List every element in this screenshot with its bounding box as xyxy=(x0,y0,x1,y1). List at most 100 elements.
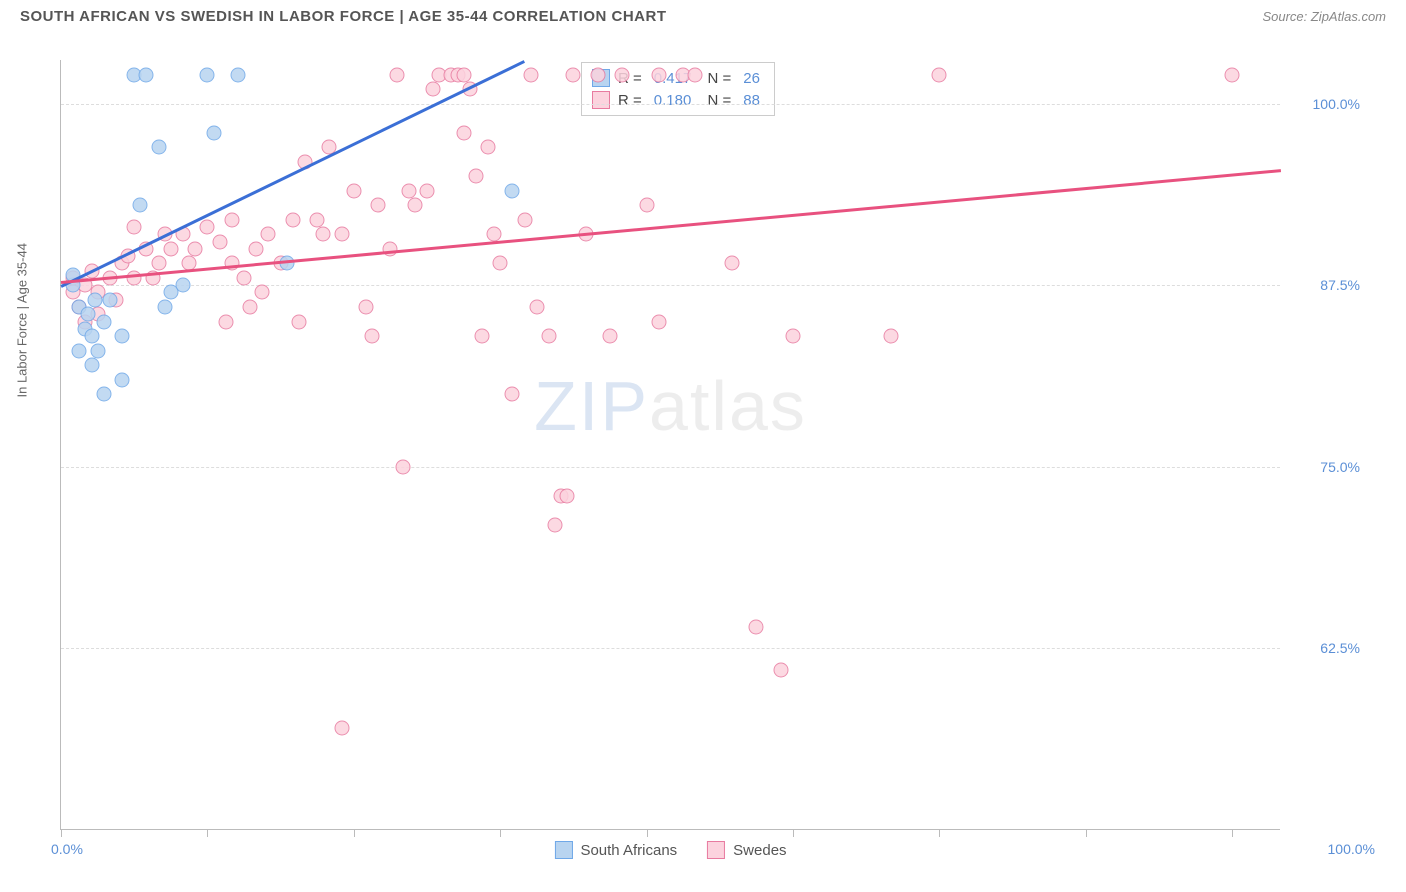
data-point xyxy=(688,67,703,82)
r-label: R = xyxy=(618,92,642,109)
data-point xyxy=(115,372,130,387)
data-point xyxy=(651,67,666,82)
data-point xyxy=(395,459,410,474)
data-point xyxy=(224,212,239,227)
data-point xyxy=(90,343,105,358)
n-value-sa: 26 xyxy=(743,70,760,87)
n-label: N = xyxy=(703,70,731,87)
data-point xyxy=(651,314,666,329)
data-point xyxy=(279,256,294,271)
plot-area: ZIPatlas R = 0.417 N = 26 R = 0.180 N = … xyxy=(60,60,1280,830)
legend-swatch-icon xyxy=(707,841,725,859)
data-point xyxy=(389,67,404,82)
chart-container: In Labor Force | Age 35-44 ZIPatlas R = … xyxy=(50,40,1370,860)
x-tick xyxy=(354,829,355,837)
legend-item-sw: Swedes xyxy=(707,841,786,859)
data-point xyxy=(426,82,441,97)
data-point xyxy=(590,67,605,82)
x-tick xyxy=(500,829,501,837)
data-point xyxy=(725,256,740,271)
x-tick xyxy=(647,829,648,837)
data-point xyxy=(542,329,557,344)
data-point xyxy=(932,67,947,82)
data-point xyxy=(493,256,508,271)
data-point xyxy=(487,227,502,242)
data-point xyxy=(560,488,575,503)
trend-line xyxy=(60,60,525,287)
legend-item-sa: South Africans xyxy=(554,841,677,859)
data-point xyxy=(127,220,142,235)
data-point xyxy=(407,198,422,213)
data-point xyxy=(603,329,618,344)
data-point xyxy=(334,227,349,242)
data-point xyxy=(224,256,239,271)
x-axis-label-max: 100.0% xyxy=(1328,841,1375,857)
data-point xyxy=(615,67,630,82)
data-point xyxy=(474,329,489,344)
data-point xyxy=(505,183,520,198)
n-value-sw: 88 xyxy=(743,92,760,109)
data-point xyxy=(566,67,581,82)
data-point xyxy=(773,663,788,678)
data-point xyxy=(291,314,306,329)
data-point xyxy=(285,212,300,227)
data-point xyxy=(420,183,435,198)
data-point xyxy=(883,329,898,344)
data-point xyxy=(133,198,148,213)
data-point xyxy=(230,67,245,82)
data-point xyxy=(255,285,270,300)
x-tick xyxy=(939,829,940,837)
data-point xyxy=(96,387,111,402)
source-attribution: Source: ZipAtlas.com xyxy=(1262,9,1386,24)
data-point xyxy=(786,329,801,344)
data-point xyxy=(237,270,252,285)
data-point xyxy=(505,387,520,402)
data-point xyxy=(529,299,544,314)
watermark: ZIPatlas xyxy=(534,366,807,446)
x-tick xyxy=(793,829,794,837)
data-point xyxy=(188,241,203,256)
gridline xyxy=(61,467,1280,468)
data-point xyxy=(84,329,99,344)
data-point xyxy=(523,67,538,82)
data-point xyxy=(80,307,95,322)
data-point xyxy=(200,67,215,82)
data-point xyxy=(1225,67,1240,82)
data-point xyxy=(96,314,111,329)
data-point xyxy=(88,292,103,307)
data-point xyxy=(127,270,142,285)
data-point xyxy=(261,227,276,242)
y-tick-label: 87.5% xyxy=(1320,277,1360,293)
watermark-atlas: atlas xyxy=(649,367,807,445)
data-point xyxy=(200,220,215,235)
data-point xyxy=(468,169,483,184)
data-point xyxy=(365,329,380,344)
data-point xyxy=(163,241,178,256)
data-point xyxy=(316,227,331,242)
data-point xyxy=(517,212,532,227)
data-point xyxy=(548,517,563,532)
data-point xyxy=(176,278,191,293)
data-point xyxy=(72,343,87,358)
data-point xyxy=(157,299,172,314)
data-point xyxy=(456,125,471,140)
data-point xyxy=(212,234,227,249)
data-point xyxy=(151,140,166,155)
data-point xyxy=(84,358,99,373)
y-tick-label: 75.0% xyxy=(1320,459,1360,475)
x-tick xyxy=(1232,829,1233,837)
x-tick xyxy=(207,829,208,837)
data-point xyxy=(139,67,154,82)
y-axis-title: In Labor Force | Age 35-44 xyxy=(15,243,30,397)
data-point xyxy=(115,329,130,344)
data-point xyxy=(749,619,764,634)
legend-label-sw: Swedes xyxy=(733,842,786,859)
n-label: N = xyxy=(703,92,731,109)
data-point xyxy=(639,198,654,213)
data-point xyxy=(218,314,233,329)
series-legend: South Africans Swedes xyxy=(554,841,786,859)
x-tick xyxy=(1086,829,1087,837)
watermark-zip: ZIP xyxy=(534,367,649,445)
data-point xyxy=(359,299,374,314)
y-tick-label: 100.0% xyxy=(1313,96,1360,112)
